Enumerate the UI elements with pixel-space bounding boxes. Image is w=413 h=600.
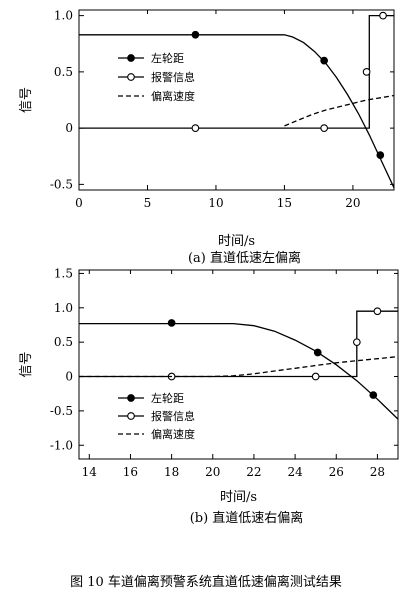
legend-label: 左轮距 <box>151 391 184 405</box>
x-tick-label: 28 <box>370 465 385 479</box>
x-tick-label: 15 <box>277 196 292 210</box>
series-marker-1 <box>379 11 387 20</box>
chart-a <box>78 9 395 191</box>
y-tick-label: 0 <box>65 121 73 135</box>
y-tick-label: -1.0 <box>50 438 73 452</box>
x-tick-label: 22 <box>246 465 261 479</box>
x-axis-label: 时间/s <box>220 490 257 505</box>
x-tick-label: 0 <box>75 196 83 210</box>
series-marker-0 <box>376 151 385 159</box>
x-tick-label: 24 <box>287 465 303 479</box>
chart-subtitle: (a) 直道低速左偏离 <box>188 250 301 266</box>
y-tick-label: 1.0 <box>54 301 73 315</box>
y-tick-label: 0.5 <box>54 65 73 79</box>
x-tick-label: 5 <box>144 196 152 210</box>
series-line-2 <box>284 94 394 127</box>
x-tick-label: 18 <box>164 465 179 479</box>
y-tick-label: 0.5 <box>54 335 73 349</box>
series-line-0 <box>79 34 394 189</box>
y-tick-label: 1.0 <box>54 9 73 23</box>
legend-marker <box>127 54 135 62</box>
series-marker-0 <box>167 319 176 327</box>
series-line-1 <box>79 310 398 378</box>
legend-marker <box>127 73 135 81</box>
series-line-0 <box>79 322 398 420</box>
y-tick-label: -0.5 <box>50 404 73 418</box>
x-tick-label: 10 <box>208 196 223 210</box>
legend-label: 偏离速度 <box>151 89 195 103</box>
series-marker-0 <box>369 391 378 399</box>
legend-marker <box>127 394 135 402</box>
series-marker-1 <box>362 68 371 76</box>
plot-frame <box>78 269 399 460</box>
chart-b <box>78 269 399 460</box>
series-marker-1 <box>191 124 200 132</box>
legend-label: 偏离速度 <box>151 427 195 441</box>
series-marker-1 <box>373 307 382 316</box>
series-line-1 <box>79 14 394 129</box>
series-marker-1 <box>311 372 320 381</box>
y-tick-label: 0 <box>65 370 73 384</box>
legend-marker <box>127 412 135 420</box>
legend-label: 左轮距 <box>151 51 184 65</box>
chart-subtitle: (b) 直道低速右偏离 <box>190 510 304 526</box>
series-marker-0 <box>313 348 322 357</box>
y-axis-label: 信号 <box>19 351 34 377</box>
legend-label: 报警信息 <box>151 409 195 423</box>
y-tick-label: -0.5 <box>50 177 73 191</box>
plot-frame <box>78 9 395 191</box>
x-tick-label: 14 <box>82 465 98 479</box>
series-marker-1 <box>320 124 329 132</box>
x-tick-label: 20 <box>205 465 220 479</box>
series-marker-1 <box>352 338 361 347</box>
series-marker-0 <box>191 30 200 39</box>
x-tick-label: 20 <box>345 196 360 210</box>
y-tick-label: 1.5 <box>54 266 73 280</box>
x-tick-label: 16 <box>123 465 138 479</box>
legend-label: 报警信息 <box>151 70 195 84</box>
y-axis-label: 信号 <box>19 87 34 113</box>
x-tick-label: 26 <box>329 465 344 479</box>
series-line-2 <box>79 355 398 378</box>
figure-caption: 图 10 车道偏离预警系统直道低速偏离测试结果 <box>70 574 342 590</box>
series-marker-0 <box>320 56 329 65</box>
x-axis-label: 时间/s <box>218 234 255 249</box>
